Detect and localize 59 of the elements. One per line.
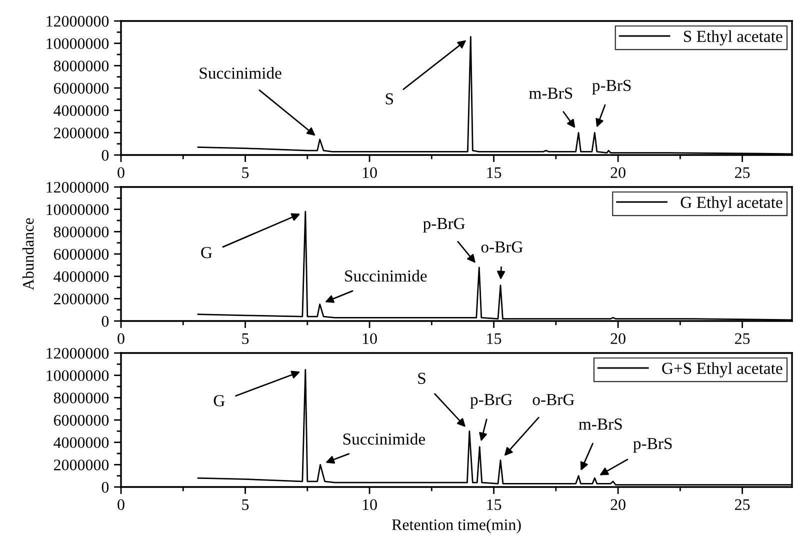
annotation: Succinimide bbox=[200, 67, 282, 79]
y-tick-label: 4000000 bbox=[54, 105, 109, 116]
x-tick-label: 25 bbox=[735, 499, 750, 510]
y-tick-label: 8000000 bbox=[54, 226, 109, 238]
y-tick-label: 2000000 bbox=[54, 128, 109, 138]
annotation: m-BrS bbox=[578, 418, 622, 430]
x-axis-title: Retention time(min) bbox=[392, 518, 521, 534]
y-tick-label: 6000000 bbox=[54, 414, 109, 426]
x-tick-label: 5 bbox=[242, 499, 249, 510]
y-tick-label: 12000000 bbox=[46, 182, 109, 193]
x-tick-label: 10 bbox=[362, 167, 377, 178]
annotation: o-BrG bbox=[532, 394, 574, 406]
y-tick-label: 0 bbox=[102, 482, 109, 493]
x-tick-label: 10 bbox=[362, 499, 377, 510]
y-tick-label: 12000000 bbox=[46, 348, 109, 359]
annotation: G bbox=[201, 246, 212, 258]
y-tick-label: 0 bbox=[102, 316, 109, 327]
y-tick-label: 8000000 bbox=[54, 60, 109, 72]
x-tick-label: 0 bbox=[118, 333, 124, 344]
x-tick-label: 15 bbox=[487, 167, 502, 178]
x-tick-label: 15 bbox=[487, 333, 502, 344]
y-tick-label: 0 bbox=[102, 150, 109, 161]
annotation: p-BrG bbox=[470, 394, 512, 409]
y-tick-label: 8000000 bbox=[54, 392, 109, 404]
y-axis-title: Abundance bbox=[22, 218, 34, 290]
annotation: o-BrG bbox=[481, 241, 523, 253]
annotation: Succinimide bbox=[345, 270, 427, 282]
x-tick-label: 15 bbox=[487, 499, 502, 510]
annotation: p-BrS bbox=[633, 438, 672, 453]
legend-label: S Ethyl acetate bbox=[684, 30, 782, 46]
x-tick-label: 0 bbox=[118, 167, 124, 178]
x-tick-label: 5 bbox=[242, 333, 249, 344]
x-tick-label: 20 bbox=[610, 499, 626, 510]
x-tick-label: 25 bbox=[735, 333, 750, 344]
annotation: G bbox=[214, 395, 225, 406]
y-tick-label: 12000000 bbox=[46, 16, 109, 27]
x-tick-label: 5 bbox=[242, 167, 249, 178]
y-tick-label: 10000000 bbox=[46, 38, 109, 50]
y-tick-label: 2000000 bbox=[54, 294, 109, 304]
y-tick-label: 6000000 bbox=[54, 82, 109, 94]
x-tick-label: 25 bbox=[735, 167, 750, 178]
y-tick-label: 2000000 bbox=[54, 460, 109, 470]
y-tick-label: 10000000 bbox=[46, 204, 109, 216]
annotation: p-BrS bbox=[592, 80, 631, 94]
x-tick-label: 20 bbox=[610, 167, 626, 178]
annotation: S bbox=[418, 372, 426, 384]
legend-label: G Ethyl acetate bbox=[680, 196, 782, 212]
legend-label: G+S Ethyl acetate bbox=[662, 362, 782, 378]
y-tick-label: 4000000 bbox=[54, 437, 109, 448]
x-tick-label: 0 bbox=[118, 499, 124, 510]
x-tick-label: 20 bbox=[610, 333, 626, 344]
y-tick-label: 10000000 bbox=[46, 370, 109, 382]
annotation: m-BrS bbox=[529, 88, 572, 99]
annotation: Succinimide bbox=[343, 432, 426, 445]
annotation: S bbox=[386, 93, 394, 104]
x-tick-label: 10 bbox=[362, 333, 377, 344]
y-tick-label: 6000000 bbox=[54, 248, 109, 260]
annotation: p-BrG bbox=[423, 218, 465, 233]
y-tick-label: 4000000 bbox=[54, 271, 109, 282]
